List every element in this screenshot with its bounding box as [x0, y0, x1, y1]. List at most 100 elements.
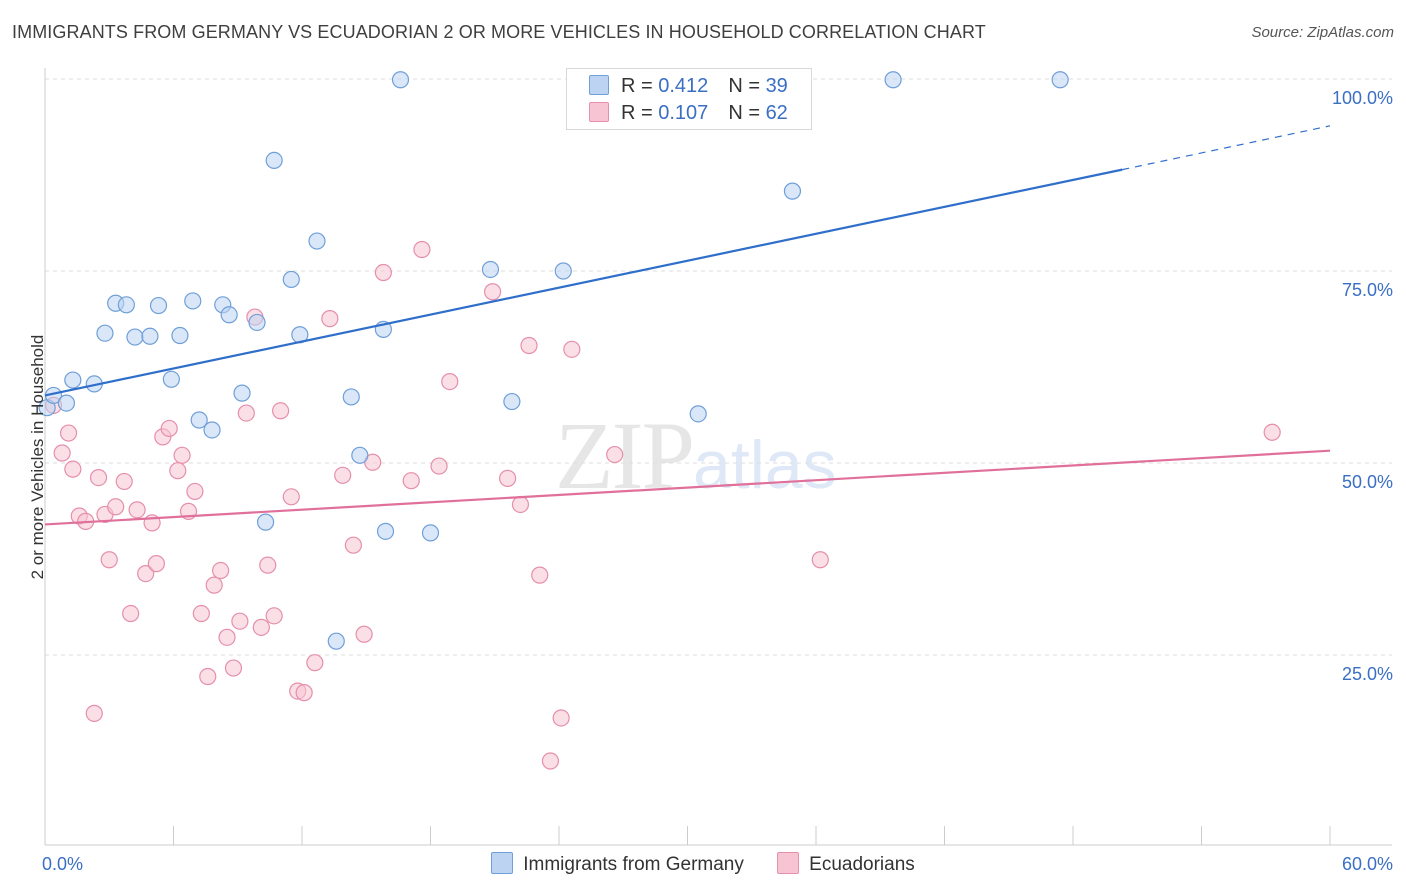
legend-row-ecuador: R = 0.107 N = 62 — [589, 102, 788, 128]
ecuador-point-48 — [430, 457, 448, 475]
ecuador-point-49 — [441, 372, 459, 391]
ecuador-point-56 — [552, 709, 570, 727]
germany-point-15 — [203, 421, 221, 439]
germany-point-18 — [233, 384, 251, 402]
ecuador-point-10 — [107, 498, 125, 516]
legend-item-germany[interactable]: Immigrants from Germany — [491, 852, 744, 876]
germany-point-17 — [220, 306, 238, 324]
germany-point-10 — [149, 296, 168, 315]
watermark-atlas: atlas — [693, 427, 837, 503]
legend-item-ecuador[interactable]: Ecuadorians — [777, 852, 915, 876]
ecuador-point-29 — [231, 612, 249, 630]
ecuador-point-19 — [169, 462, 187, 480]
germany-swatch — [589, 75, 609, 95]
legend-germany-label: Immigrants from Germany — [523, 854, 744, 875]
ecuador-point-9 — [100, 551, 118, 569]
ecuador-point-23 — [192, 604, 210, 623]
germany-n-label: N = — [728, 75, 766, 97]
germany-point-33 — [503, 392, 521, 411]
ecuador-point-60 — [1263, 423, 1281, 441]
germany-point-14 — [190, 411, 208, 429]
ecuador-point-20 — [173, 446, 191, 464]
germany-point-25 — [327, 632, 345, 650]
germany-point-12 — [171, 326, 189, 345]
germany-point-3 — [57, 394, 76, 412]
germany-trend-line — [44, 168, 1123, 397]
y-tick-label-75: 75.0% — [1342, 280, 1393, 300]
ecuador-point-2 — [59, 424, 78, 442]
x-tick-label-0: 0.0% — [42, 854, 83, 874]
ecuador-point-33 — [259, 556, 277, 574]
ecuador-point-55 — [541, 752, 560, 770]
ecuador-r-value: 0.107 — [658, 102, 709, 124]
ecuador-point-40 — [321, 310, 339, 328]
germany-point-32 — [481, 260, 500, 279]
legend-row-germany: R = 0.412 N = 39 — [589, 75, 788, 101]
germany-point-5 — [96, 324, 114, 342]
germany-point-13 — [184, 292, 202, 310]
ecuador-point-26 — [212, 561, 230, 580]
grid-lines — [45, 78, 1392, 656]
ecuador-point-51 — [499, 469, 517, 487]
ecuador-n-value: 62 — [765, 102, 788, 124]
ecuador-point-11 — [115, 472, 133, 491]
germany-point-38 — [1051, 71, 1069, 89]
ecuador-point-52 — [511, 495, 530, 514]
ecuador-point-39 — [306, 654, 324, 672]
germany-trend-extension — [1122, 125, 1331, 171]
germany-point-22 — [282, 270, 300, 289]
ecuador-point-35 — [271, 402, 290, 420]
ecuador-point-16 — [147, 555, 165, 573]
ecuador-point-14 — [137, 564, 155, 583]
y-tick-label-50: 50.0% — [1342, 472, 1393, 492]
germany-point-27 — [351, 446, 369, 464]
ecuador-point-38 — [295, 684, 313, 702]
germany-points — [38, 71, 1069, 650]
germany-r-value: 0.412 — [658, 75, 709, 97]
legend-ecuador-label: Ecuadorians — [809, 854, 915, 875]
ecuador-point-57 — [563, 340, 581, 358]
ecuador-point-36 — [282, 488, 300, 506]
germany-point-35 — [689, 405, 707, 423]
germany-point-7 — [117, 296, 135, 314]
germany-point-21 — [265, 151, 283, 170]
trend-lines — [44, 125, 1331, 526]
ecuador-point-7 — [89, 468, 108, 487]
series-legend: Immigrants from Germany Ecuadorians — [0, 852, 1406, 876]
ecuador-point-12 — [122, 604, 140, 623]
correlation-legend: R = 0.412 N = 39 R = 0.107 N = 62 — [566, 68, 812, 130]
ecuador-n-label: N = — [728, 102, 766, 124]
tick-labels: 25.0% 50.0% 75.0% 100.0% 0.0% 60.0% — [42, 88, 1393, 874]
ecuador-r-label: R = — [621, 102, 659, 124]
germany-point-34 — [554, 262, 572, 280]
germany-point-19 — [248, 313, 266, 332]
germany-point-2 — [64, 371, 82, 389]
germany-n-value: 39 — [765, 75, 788, 97]
germany-point-30 — [391, 71, 410, 89]
y-tick-label-100: 100.0% — [1332, 88, 1393, 108]
ecuador-point-22 — [186, 482, 204, 501]
ecuador-point-28 — [224, 659, 243, 677]
x-tick-label-60: 60.0% — [1342, 854, 1393, 874]
ecuador-point-13 — [128, 501, 146, 519]
legend-ecuador-swatch — [777, 852, 800, 874]
ecuador-point-50 — [484, 283, 502, 301]
germany-point-9 — [141, 327, 159, 345]
germany-r-label: R = — [621, 75, 659, 97]
ecuador-point-42 — [344, 536, 362, 554]
ecuador-point-41 — [334, 466, 352, 484]
axes — [44, 68, 1392, 846]
ecuador-point-34 — [265, 607, 283, 625]
ecuador-point-25 — [205, 576, 223, 594]
ecuador-point-27 — [218, 628, 236, 646]
ecuador-point-24 — [199, 667, 217, 686]
ecuador-trend-line — [44, 449, 1331, 526]
ecuador-point-59 — [811, 551, 829, 569]
ecuador-point-3 — [64, 460, 82, 478]
germany-point-36 — [783, 182, 802, 200]
ecuador-point-18 — [160, 419, 178, 438]
germany-point-26 — [342, 388, 360, 406]
ecuador-point-46 — [402, 472, 420, 490]
ecuador-point-43 — [355, 625, 373, 643]
